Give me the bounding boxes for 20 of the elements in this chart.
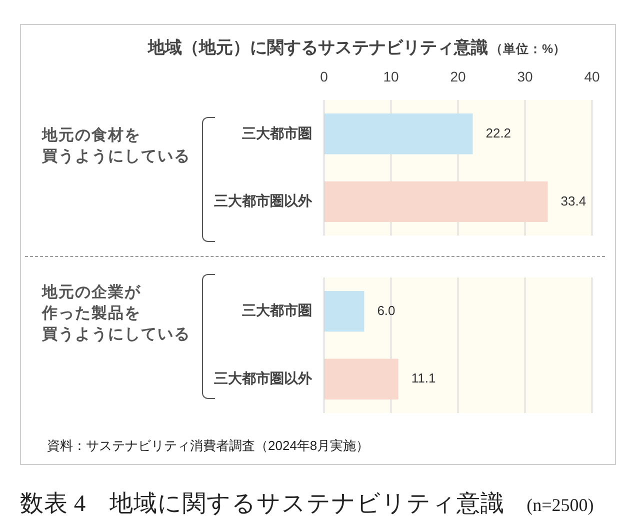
x-tick-label: 30 xyxy=(517,68,533,84)
y-axis-title: 地元の食材を買うようにしている xyxy=(42,126,190,167)
data-label: 6.0 xyxy=(377,302,396,318)
y-tick-label: 三大都市圏 xyxy=(242,302,312,318)
x-tick-label: 40 xyxy=(584,68,600,84)
data-label: 33.4 xyxy=(560,193,586,208)
x-tick-label: 10 xyxy=(383,68,399,84)
y-axis-title: 地元の企業が作った製品を買うようにしている xyxy=(42,283,190,345)
y-tick-label: 三大都市圏 xyxy=(242,124,312,141)
y-tick-label: 三大都市圏以外 xyxy=(214,370,313,386)
text: 数表 4 地域に関するサステナビリティ意識 xyxy=(20,491,505,517)
text: (n=2500) xyxy=(526,495,594,515)
data-label: 11.1 xyxy=(411,370,436,386)
x-tick-label: 0 xyxy=(320,68,328,84)
y-tick-label: 三大都市圏以外 xyxy=(214,192,313,209)
chart-title: 地域（地元）に関するサステナビリティ意識 xyxy=(148,38,488,57)
data-label: 22.2 xyxy=(486,125,512,140)
chart-subtitle: （単位：%） xyxy=(490,42,566,56)
text: 資料：サステナビリティ消費者調査（2024年8月実施） xyxy=(47,437,370,455)
x-tick-label: 20 xyxy=(450,68,466,84)
